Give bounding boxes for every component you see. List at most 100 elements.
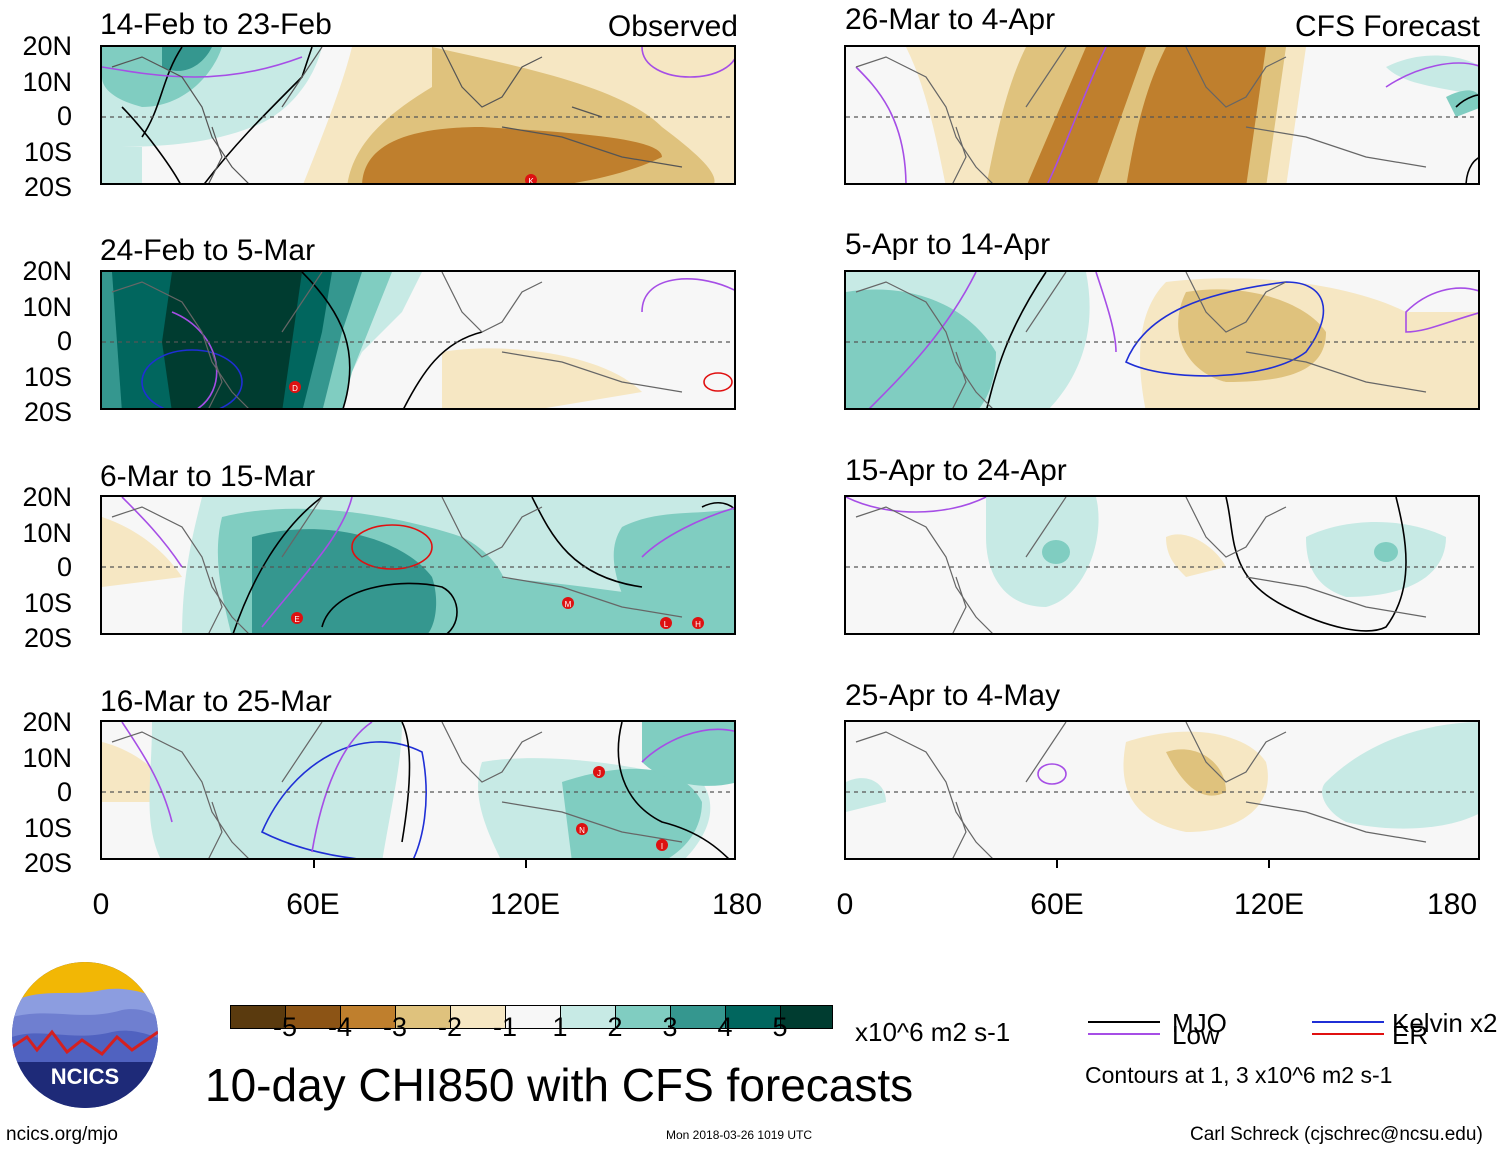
storm-marker-label: L — [664, 620, 669, 629]
observed-label: Observed — [607, 10, 738, 43]
storm-marker-label: E — [294, 615, 299, 624]
y-label: 20N — [22, 256, 72, 286]
y-label: 20S — [23, 623, 72, 653]
colorbar-label: -1 — [492, 1012, 517, 1042]
y-label: 20N — [22, 31, 72, 61]
panel-title-6: 5-Apr to 14-Apr — [845, 228, 1051, 261]
storm-marker-label: I — [661, 842, 663, 851]
storm-icon — [692, 617, 704, 629]
legend-label-mjo: MJO — [1172, 1008, 1227, 1038]
colorbar-bin — [505, 1005, 561, 1029]
y-label: 10S — [23, 137, 72, 167]
panel-title-3: 6-Mar to 15-Mar — [100, 460, 316, 493]
map-panel-3: E M L H — [100, 495, 736, 635]
y-label: 20N — [22, 482, 72, 512]
panel-title-8: 25-Apr to 4-May — [845, 679, 1061, 712]
x-label: 120E — [1233, 888, 1305, 921]
y-label: 20S — [23, 397, 72, 427]
y-label: 10N — [22, 518, 72, 548]
colorbar-bin — [230, 1005, 286, 1029]
storm-icon — [660, 617, 672, 629]
x-tick — [313, 860, 315, 868]
colorbar-label: -4 — [327, 1012, 352, 1042]
colorbar-bin — [340, 1005, 396, 1029]
map-panel-7 — [844, 495, 1480, 635]
map-panel-8 — [844, 720, 1480, 860]
y-label: 20S — [23, 848, 72, 878]
storm-marker-label: J — [597, 769, 601, 778]
legend-label-er: ER — [1392, 1020, 1429, 1050]
legend-label-low: Low — [1172, 1020, 1220, 1050]
y-label: 0 — [56, 552, 72, 582]
panel-title-1: 14-Feb to 23-Feb — [100, 8, 332, 41]
x-label: 60E — [1030, 888, 1084, 921]
y-label: 10N — [22, 292, 72, 322]
storm-marker-label: H — [695, 620, 701, 629]
colorbar-bin — [725, 1005, 781, 1029]
storm-icon — [291, 612, 303, 624]
colorbar-label: -5 — [272, 1012, 297, 1042]
panel-title-7: 15-Apr to 24-Apr — [845, 454, 1067, 487]
y-label: 0 — [56, 326, 72, 356]
storm-marker-label: K — [528, 177, 534, 185]
storm-marker-label: M — [565, 600, 572, 609]
footer-url[interactable]: ncics.org/mjo — [6, 1124, 118, 1145]
x-label: 180 — [1426, 888, 1478, 921]
panel-title-2: 24-Feb to 5-Mar — [100, 234, 316, 267]
y-label: 20S — [23, 172, 72, 202]
footer-timestamp: Mon 2018-03-26 1019 UTC — [666, 1128, 813, 1142]
x-tick — [1056, 860, 1058, 868]
x-label: 180 — [711, 888, 763, 921]
legend-swatch-er — [1312, 1033, 1384, 1035]
colorbar-label: 2 — [607, 1012, 623, 1042]
panel-title-4: 16-Mar to 25-Mar — [100, 685, 332, 718]
storm-icon — [289, 381, 301, 393]
x-label: 0 — [92, 888, 110, 921]
map-panel-2: D — [100, 270, 736, 410]
storm-marker-label: N — [579, 826, 585, 835]
legend-swatch-low — [1088, 1033, 1160, 1035]
y-label: 10N — [22, 743, 72, 773]
storm-icon — [562, 597, 574, 609]
map-panel-5 — [844, 45, 1480, 185]
colorbar-units: x10^6 m2 s-1 — [855, 1017, 1011, 1047]
y-label: 0 — [56, 101, 72, 131]
forecast-label: CFS Forecast — [1294, 10, 1480, 43]
y-label: 0 — [56, 777, 72, 807]
storm-icon — [593, 766, 605, 778]
y-label: 10N — [22, 67, 72, 97]
colorbar-label: -3 — [382, 1012, 407, 1042]
y-label: 20N — [22, 707, 72, 737]
x-label: 120E — [489, 888, 561, 921]
storm-marker-label: D — [292, 384, 298, 393]
colorbar-bin — [615, 1005, 671, 1029]
storm-icon — [656, 839, 668, 851]
map-panel-4: J N I — [100, 720, 736, 860]
y-label: 10S — [23, 588, 72, 618]
storm-icon — [525, 174, 537, 183]
colorbar-label: 5 — [772, 1012, 788, 1042]
colorbar-label: -2 — [437, 1012, 462, 1042]
storm-icon — [576, 823, 588, 835]
footer-credit: Carl Schreck (cjschrec@ncsu.edu) — [1190, 1124, 1483, 1145]
legend-swatch-mjo — [1088, 1021, 1160, 1023]
x-tick — [525, 860, 527, 868]
colorbar-label: 4 — [717, 1012, 733, 1042]
legend-label-kelvin: Kelvin x2 — [1392, 1008, 1498, 1038]
x-label: 60E — [286, 888, 340, 921]
figure-title: 10-day CHI850 with CFS forecasts — [205, 1059, 914, 1111]
colorbar-label: 1 — [552, 1012, 568, 1042]
contour-note: Contours at 1, 3 x10^6 m2 s-1 — [1085, 1062, 1393, 1088]
colorbar-bin — [780, 1005, 833, 1029]
colorbar-bin — [285, 1005, 341, 1029]
colorbar-bin — [395, 1005, 451, 1029]
panel-title-5: 26-Mar to 4-Apr — [845, 3, 1056, 36]
colorbar-label: 3 — [662, 1012, 678, 1042]
x-tick — [1268, 860, 1270, 868]
legend-swatch-kelvin — [1312, 1021, 1384, 1023]
x-label: 0 — [836, 888, 854, 921]
ncics-logo: NCICS — [12, 962, 158, 1108]
map-panel-6 — [844, 270, 1480, 410]
y-label: 10S — [23, 362, 72, 392]
map-panel-1: K — [100, 45, 736, 185]
